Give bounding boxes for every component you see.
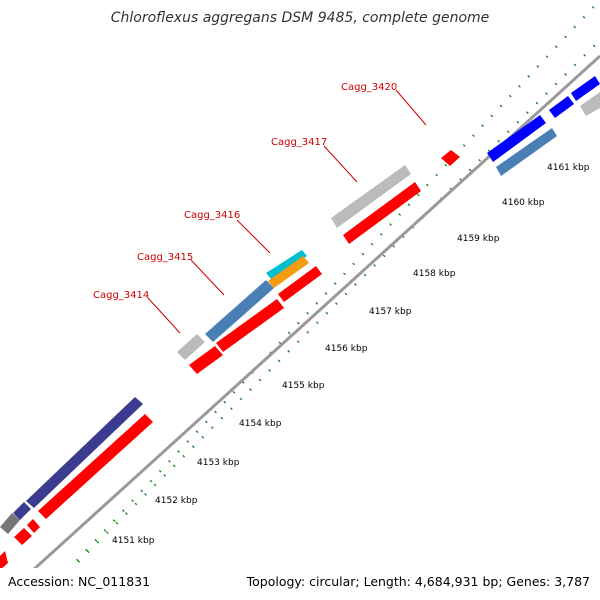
gene-label-cagg3417: Cagg_3417 [271,137,327,148]
gene-forward-2 [13,502,31,520]
leader-cagg3414 [147,297,181,334]
gene-forward-cagg3416-b [268,256,309,288]
leader-cagg3417 [323,145,358,183]
gene-reverse-8 [343,182,421,244]
leader-cagg3415 [190,259,225,296]
map-title: Chloroflexus aggregans DSM 9485, complet… [111,10,490,26]
gene-forward-9 [580,92,600,116]
gene-label-cagg3420: Cagg_3420 [341,82,397,93]
gene-forward-4 [177,334,205,360]
gene-forward-cagg3416 [266,250,307,279]
footer-background [0,568,600,600]
gene-forward-7 [549,96,574,118]
kbp-label-4151: 4151 kbp [112,536,155,546]
kbp-labels: 4151 kbp 4152 kbp 4153 kbp 4154 kbp 4155… [112,163,590,546]
gene-label-cagg3416: Cagg_3416 [184,210,240,221]
kbp-label-4152: 4152 kbp [155,496,198,506]
gene-reverse-cagg3420 [441,150,460,166]
kbp-label-4156: 4156 kbp [325,344,368,354]
leader-cagg3416 [236,219,271,254]
gene-reverse-5 [189,346,223,374]
gene-reverse-6 [216,299,284,352]
inner-ticks [39,39,600,600]
gene-forward-3 [26,397,143,508]
inner-tick-line [39,39,600,600]
gene-label-cagg3415: Cagg_3415 [137,252,193,263]
kbp-label-4161: 4161 kbp [547,163,590,173]
gene-reverse-2 [14,528,32,545]
gene-forward-8 [571,76,600,101]
gene-forward-cagg3417 [331,165,411,228]
gene-leaders [147,89,427,334]
gene-forward-1 [0,513,20,534]
gene-forward-cagg3415 [205,280,274,342]
kbp-label-4160: 4160 kbp [502,198,545,208]
gene-forward-6 [496,128,557,176]
gene-forward-5 [487,115,546,162]
kbp-label-4154: 4154 kbp [239,419,282,429]
kbp-label-4159: 4159 kbp [457,234,500,244]
gene-labels: Cagg_3414 Cagg_3415 Cagg_3416 Cagg_3417 … [93,82,397,301]
reverse-genes [0,150,460,570]
kbp-label-4157: 4157 kbp [369,307,412,317]
leader-cagg3420 [395,89,427,126]
gene-reverse-4 [38,414,153,519]
gene-reverse-1 [0,551,8,570]
genome-summary: Topology: circular; Length: 4,684,931 bp… [246,574,590,589]
accession-label: Accession: NC_011831 [8,574,150,589]
kbp-label-4153: 4153 kbp [197,458,240,468]
kbp-label-4155: 4155 kbp [282,381,325,391]
kbp-label-4158: 4158 kbp [413,269,456,279]
gene-reverse-3 [27,519,40,533]
forward-genes [0,76,600,534]
gene-reverse-7 [278,266,322,302]
gene-label-cagg3414: Cagg_3414 [93,290,149,301]
